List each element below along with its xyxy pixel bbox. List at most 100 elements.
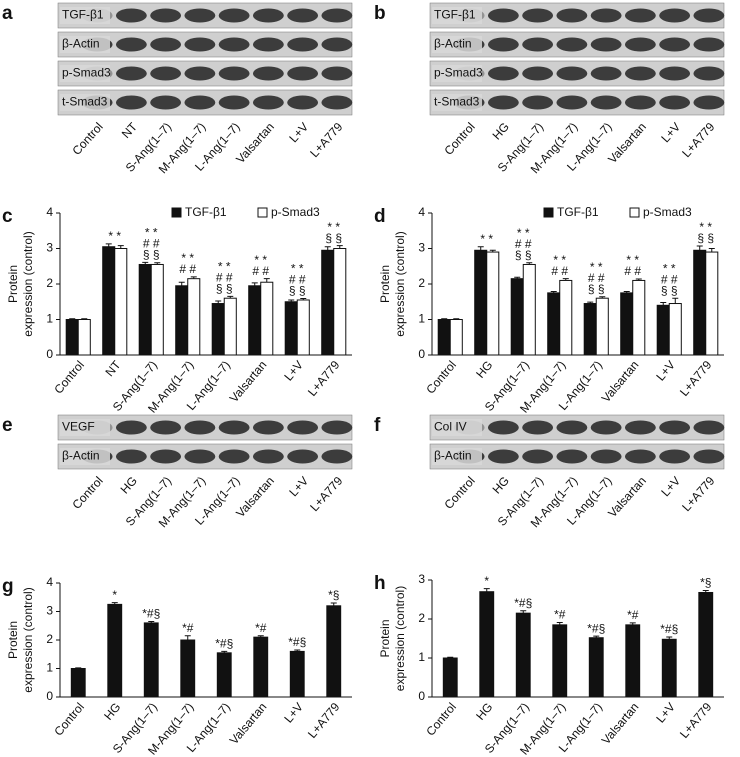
error-bar xyxy=(257,635,264,638)
significance-mark: *#§ xyxy=(288,635,306,649)
error-bar xyxy=(526,262,533,265)
error-bar xyxy=(629,622,636,625)
x-tick-label: NT xyxy=(102,357,123,379)
blot-band xyxy=(321,66,353,81)
error-bar xyxy=(288,299,295,302)
chart-panel: d Protein expression (control) 0 1 2 3 4 Control… xyxy=(374,205,724,416)
x-tick-label: L+A779 xyxy=(677,358,715,399)
error-bar xyxy=(111,602,118,605)
blot-band xyxy=(522,37,554,52)
significance-mark: * * xyxy=(291,262,304,276)
blot-row-label: t-Smad3 xyxy=(434,95,480,109)
error-bar xyxy=(178,281,185,286)
bar xyxy=(583,303,597,356)
bar xyxy=(522,263,536,356)
bar xyxy=(284,301,298,356)
blot-band xyxy=(624,449,656,464)
label-bg xyxy=(432,7,482,24)
blot-band xyxy=(556,420,588,435)
bar xyxy=(547,292,561,356)
error-bar xyxy=(69,318,76,320)
bar xyxy=(102,246,116,356)
x-tick-label: L+V xyxy=(281,700,306,726)
blot-band xyxy=(115,420,147,435)
blot-band xyxy=(184,37,216,52)
blot-band xyxy=(590,66,622,81)
significance-mark: *# xyxy=(255,621,267,635)
blot-row-label: β-Actin xyxy=(62,449,100,463)
error-bar xyxy=(148,620,155,623)
blot-band xyxy=(487,37,519,52)
blot-band xyxy=(556,95,588,110)
panel-letter: e xyxy=(2,415,13,436)
blot-band xyxy=(184,95,216,110)
legend-label: TGF-β1 xyxy=(185,205,227,219)
legend-label: TGF-β1 xyxy=(557,205,599,219)
bar xyxy=(479,591,495,698)
blot-band xyxy=(590,8,622,23)
blot-band xyxy=(693,37,725,52)
error-bar xyxy=(336,245,343,249)
blot-band xyxy=(115,66,147,81)
y-tick-label: 3 xyxy=(46,604,53,618)
x-tick-label: L+V xyxy=(653,358,678,384)
bar xyxy=(70,668,86,698)
error-bar xyxy=(562,278,569,281)
blot-band xyxy=(218,8,250,23)
error-bar xyxy=(105,243,112,247)
error-bar xyxy=(672,297,679,304)
chart-panel: g Protein expression (control) 0 1 2 3 4 Control… xyxy=(2,575,352,757)
blot-band xyxy=(218,449,250,464)
blot-band xyxy=(522,66,554,81)
panel-letter: g xyxy=(2,576,14,597)
bar xyxy=(668,303,682,356)
blot-band xyxy=(590,37,622,52)
legend-swatch xyxy=(257,207,268,218)
bar xyxy=(661,638,677,698)
blot-band xyxy=(693,420,725,435)
error-bar xyxy=(227,295,234,299)
blot-band xyxy=(115,95,147,110)
y-tick-label: 1 xyxy=(46,312,53,326)
lane-label: HG xyxy=(118,474,140,497)
blot-band xyxy=(287,95,319,110)
y-tick-label: 3 xyxy=(418,241,425,255)
bar xyxy=(632,279,646,356)
legend-swatch xyxy=(629,207,640,218)
bar xyxy=(260,281,274,356)
significance-mark: * * xyxy=(626,253,639,267)
significance-mark: # # xyxy=(661,272,678,286)
y-tick-label: 3 xyxy=(46,241,53,255)
significance-mark: # # xyxy=(551,264,568,278)
y-tick-label: 4 xyxy=(46,575,53,589)
blot-band xyxy=(590,449,622,464)
error-bar xyxy=(324,246,331,251)
bar xyxy=(588,637,604,698)
bar xyxy=(289,650,305,698)
bar xyxy=(552,624,568,698)
blot-band xyxy=(693,95,725,110)
blot-band xyxy=(218,66,250,81)
panel-letter: h xyxy=(374,573,386,594)
error-bar xyxy=(708,248,715,253)
error-bar xyxy=(294,649,301,652)
legend-swatch xyxy=(543,207,554,218)
blot-band xyxy=(522,8,554,23)
label-bg xyxy=(432,448,482,465)
blot-row-label: β-Actin xyxy=(434,449,472,463)
y-tick-label: 0 xyxy=(46,347,53,361)
bar xyxy=(510,278,524,356)
y-axis-label: Protein xyxy=(378,619,392,657)
y-tick-label: 0 xyxy=(46,689,53,703)
significance-mark: * * xyxy=(480,232,493,246)
y-tick-label: 4 xyxy=(418,205,425,219)
lane-label: Control xyxy=(441,474,477,512)
blot-band xyxy=(487,420,519,435)
significance-mark: * * xyxy=(254,253,267,267)
significance-mark: * * xyxy=(145,226,158,240)
blot-band xyxy=(590,420,622,435)
legend-swatch xyxy=(171,207,182,218)
significance-mark: # # xyxy=(179,262,196,276)
y-tick-label: 1 xyxy=(418,650,425,664)
